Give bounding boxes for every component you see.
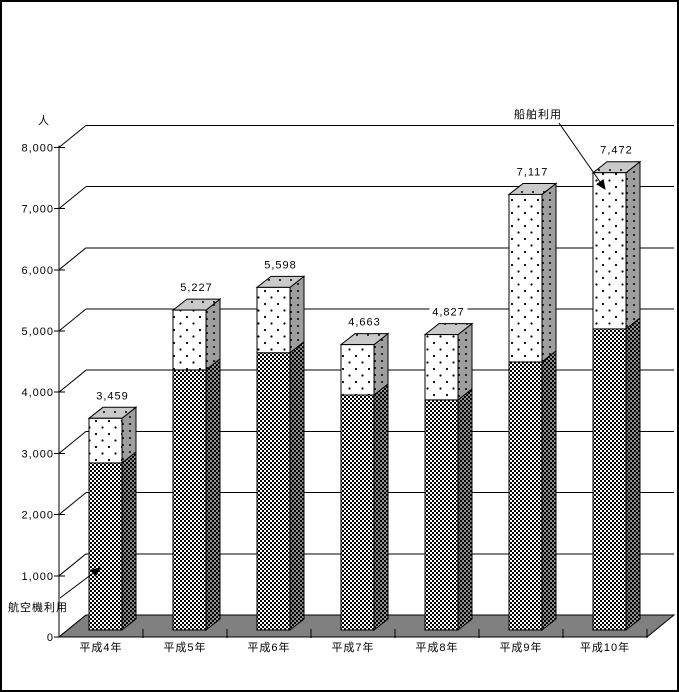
bar-5-total-label-backing (513, 164, 552, 178)
category-label-3: 平成7年 (331, 640, 374, 654)
bar-6-ship-side-face (625, 160, 641, 330)
bar-2-total-label-backing (261, 257, 300, 271)
y-tick-label-1000: 1,000 (21, 571, 54, 583)
category-label-6: 平成10年 (580, 640, 630, 654)
y-tick-label-7000: 7,000 (21, 204, 54, 216)
y-tick-label-0: 0 (47, 632, 54, 644)
bar-5-ship-side-face (541, 182, 557, 363)
bar-4-ship-side-face (457, 322, 473, 401)
bar-平成9年 (507, 182, 558, 632)
y-tick-label-5000: 5,000 (21, 326, 54, 338)
bar-1-total-label-backing (177, 280, 216, 294)
bar-6-total-label: 7,472 (600, 145, 633, 157)
bar-1-ship-side-face (205, 298, 221, 371)
y-axis-unit-label: 人 (38, 115, 50, 127)
bar-2-ship-front-face (256, 286, 291, 354)
bar-0-air-front-face (88, 462, 123, 631)
y-tick-label-6000: 6,000 (21, 265, 54, 277)
bar-平成10年 (591, 160, 642, 632)
bar-5-air-front-face (508, 361, 543, 631)
bar-4-total-label-backing (429, 304, 468, 318)
bar-平成7年 (339, 332, 390, 632)
bar-1-total-label: 5,227 (180, 282, 213, 294)
y-tick-label-4000: 4,000 (21, 387, 54, 399)
bar-平成6年 (255, 275, 306, 632)
bar-1-air-side-face (205, 357, 221, 632)
bar-平成8年 (423, 322, 474, 632)
grid-diagonal-5000 (58, 308, 87, 332)
category-label-2: 平成6年 (247, 640, 290, 654)
bar-平成4年 (87, 406, 138, 632)
grid-diagonal-1000 (58, 553, 87, 577)
bar-5-total-label: 7,117 (517, 166, 549, 178)
grid-diagonal-3000 (58, 431, 87, 454)
y-tick-label-2000: 2,000 (21, 510, 54, 522)
category-label-0: 平成4年 (79, 640, 122, 654)
y-tick-label-8000: 8,000 (21, 142, 54, 154)
category-label-1: 平成5年 (163, 640, 206, 654)
bar-平成5年 (171, 298, 222, 632)
bar-3-total-label: 4,663 (348, 317, 381, 329)
bar-6-air-front-face (592, 328, 627, 631)
ship-series-callout-label: 船舶利用 (514, 109, 562, 121)
airplane-series-callout-label: 航空機利用 (8, 602, 68, 614)
bar-3-total-label-backing (345, 314, 384, 328)
bar-2-air-side-face (289, 340, 305, 632)
bar-5-air-side-face (541, 349, 557, 632)
bar-3-ship-front-face (340, 344, 375, 396)
bar-2-ship-side-face (289, 275, 305, 354)
bar-0-total-label-backing (93, 388, 132, 402)
bar-2-air-front-face (256, 352, 291, 631)
bar-3-air-front-face (340, 394, 375, 631)
bar-6-total-label-backing (597, 142, 636, 156)
bar-4-ship-front-face (424, 334, 459, 401)
bar-6-ship-front-face (592, 172, 627, 330)
bar-1-air-front-face (172, 369, 207, 631)
grid-diagonal-2000 (58, 492, 87, 515)
bar-1-ship-front-face (172, 309, 207, 371)
bar-0-total-label: 3,459 (96, 390, 129, 402)
bar-0-ship-front-face (88, 417, 123, 464)
grid-diagonal-7000 (58, 186, 87, 209)
category-label-4: 平成8年 (415, 640, 458, 654)
bar-3-air-side-face (373, 382, 389, 632)
bar-5-ship-front-face (508, 193, 543, 363)
bar-4-total-label: 4,827 (432, 307, 465, 319)
bar-4-air-front-face (424, 399, 459, 631)
bar-4-air-side-face (457, 387, 473, 632)
y-tick-label-3000: 3,000 (21, 448, 54, 460)
grid-diagonal-6000 (58, 247, 87, 271)
ship-callout-arrow (558, 122, 606, 190)
bar-6-air-side-face (625, 316, 641, 632)
bar-2-total-label: 5,598 (264, 259, 297, 271)
bar-0-air-side-face (121, 450, 137, 632)
grid-diagonal-8000 (58, 125, 87, 148)
category-label-5: 平成9年 (499, 640, 542, 654)
airplane-callout-arrow (59, 567, 101, 599)
grid-diagonal-4000 (58, 369, 87, 393)
